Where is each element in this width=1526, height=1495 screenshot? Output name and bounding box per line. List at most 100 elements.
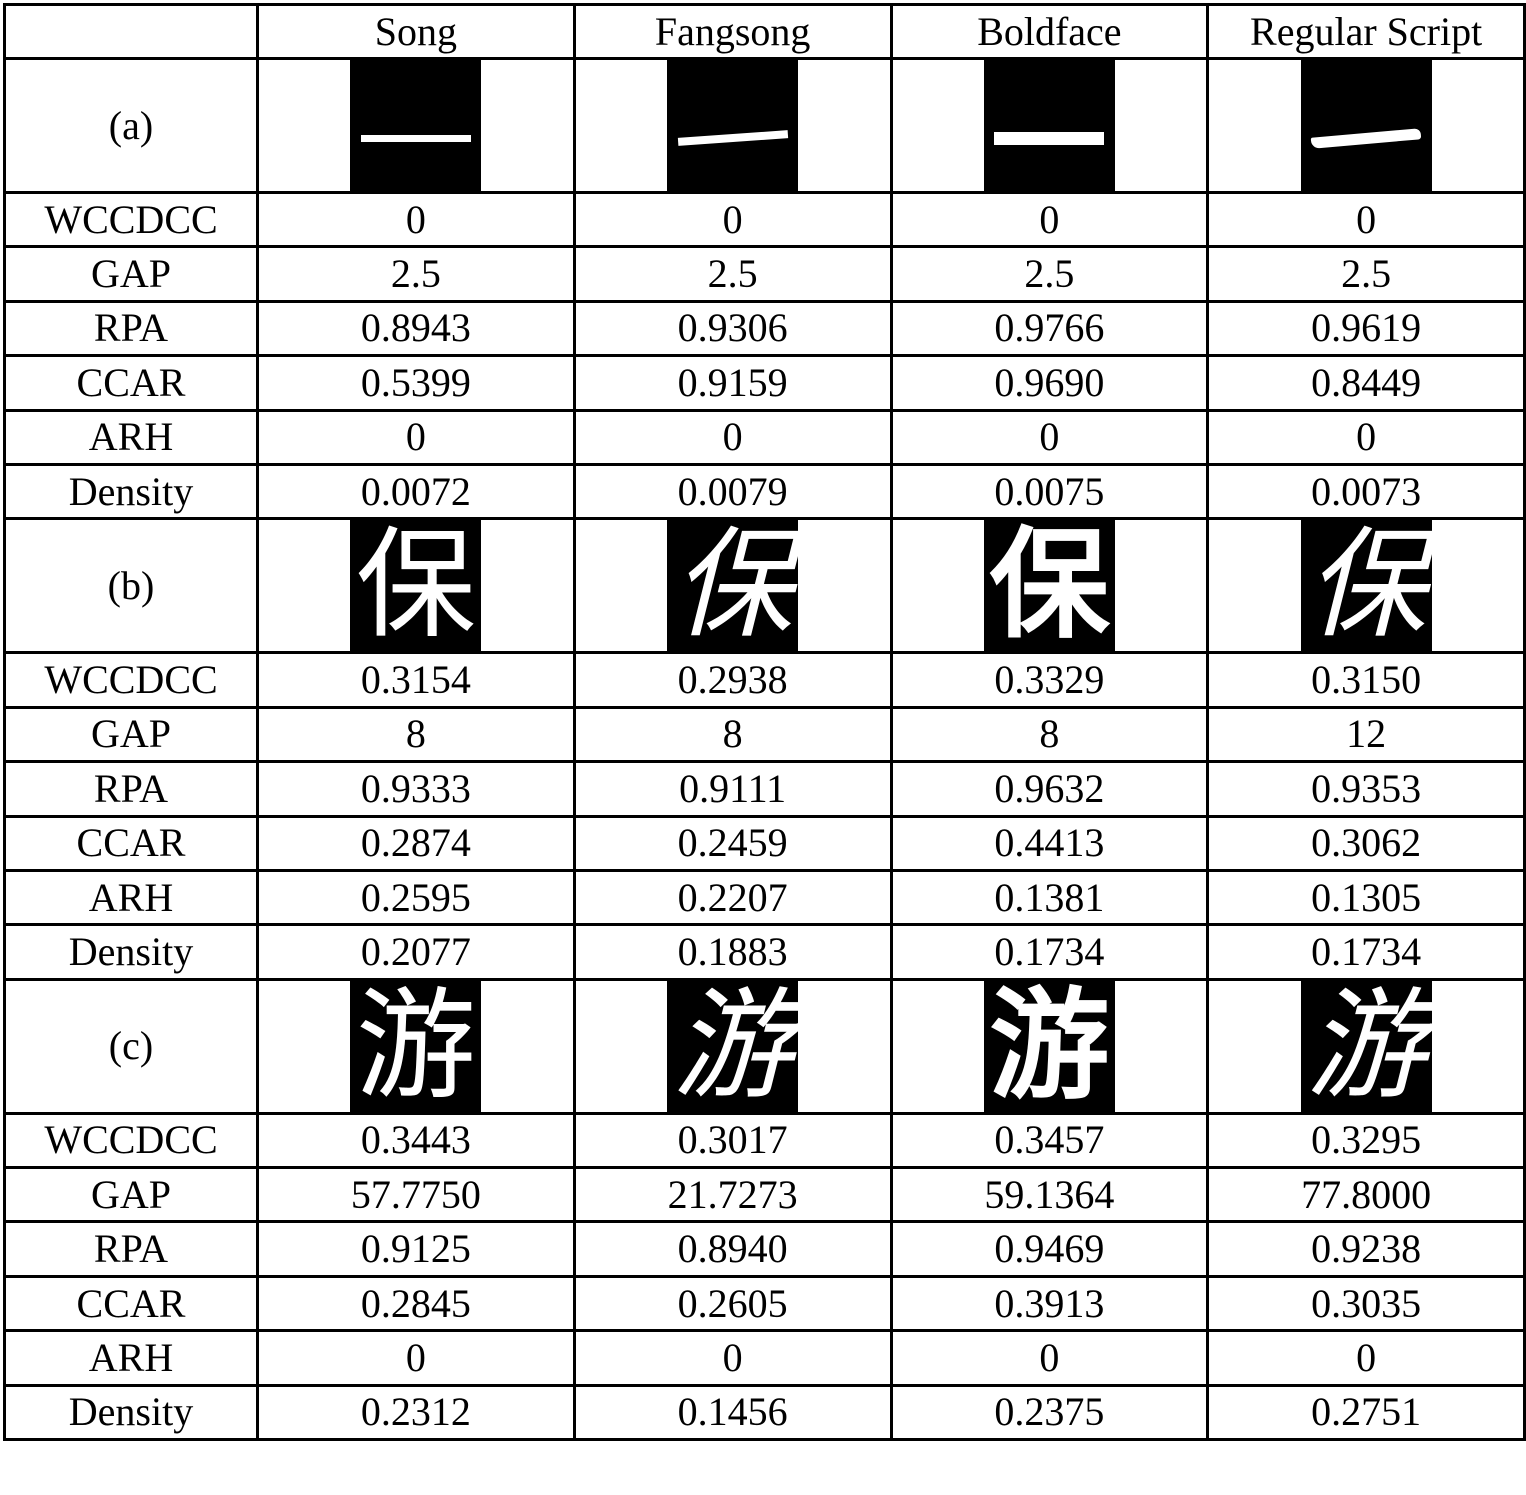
- value-cell: 0.1883: [572, 923, 893, 981]
- value-cell: 0.2375: [889, 1383, 1210, 1442]
- table-row: Density 0.2077 0.1883 0.1734 0.1734: [3, 923, 1526, 981]
- value-cell: 2.5: [256, 245, 576, 303]
- value-cell: 0.9353: [1206, 760, 1526, 818]
- value-cell: 0.3443: [256, 1111, 576, 1170]
- metric-label: RPA: [3, 1220, 259, 1278]
- value-cell: 0.3329: [889, 651, 1210, 709]
- metric-label: CCAR: [3, 1274, 259, 1333]
- value-cell: 0.8449: [1206, 354, 1526, 412]
- value-cell: 0.9333: [256, 760, 576, 818]
- metric-label: GAP: [3, 1166, 259, 1224]
- value-cell: 0.9619: [1206, 299, 1526, 358]
- metric-label: CCAR: [3, 354, 259, 412]
- value-cell: 0.2938: [572, 651, 893, 709]
- table-row: ARH 0.2595 0.2207 0.1381 0.1305: [3, 868, 1526, 927]
- value-cell: 2.5: [889, 245, 1210, 303]
- metric-label: RPA: [3, 760, 259, 818]
- glyph-image-fangsong: 游: [572, 977, 893, 1115]
- metric-label: ARH: [3, 408, 259, 466]
- value-cell: 0: [572, 1329, 893, 1387]
- value-cell: 0.2207: [572, 868, 893, 927]
- value-cell: 2.5: [1206, 245, 1526, 303]
- value-cell: 0.3150: [1206, 651, 1526, 709]
- horizontal-stroke-image: [677, 130, 788, 147]
- group-label: (a): [3, 57, 259, 194]
- value-cell: 0.9469: [889, 1220, 1210, 1278]
- metric-label: Density: [3, 1383, 259, 1442]
- value-cell: 0: [1206, 1329, 1526, 1387]
- value-cell: 0.1305: [1206, 868, 1526, 927]
- value-cell: 0.3913: [889, 1274, 1210, 1333]
- value-cell: 59.1364: [889, 1166, 1210, 1224]
- value-cell: 0.1381: [889, 868, 1210, 927]
- glyph-bao-fangsong-image: 保: [667, 521, 799, 650]
- value-cell: 0.3035: [1206, 1274, 1526, 1333]
- value-cell: 0.2595: [256, 868, 576, 927]
- value-cell: 12: [1206, 705, 1526, 764]
- glyph-yi-regular-image: [1300, 61, 1432, 190]
- table-row: Density 0.0072 0.0079 0.0075 0.0073: [3, 462, 1526, 521]
- value-cell: 0.0072: [256, 462, 576, 521]
- glyph-you-regular-image: 游: [1300, 982, 1432, 1111]
- value-cell: 0: [256, 190, 576, 249]
- metric-label: Density: [3, 462, 259, 521]
- glyph-you-boldface-image: 游: [983, 982, 1115, 1111]
- glyph-image-regular-script: 游: [1206, 977, 1526, 1115]
- value-cell: 0.0075: [889, 462, 1210, 521]
- glyph-image-boldface: [889, 57, 1210, 194]
- table-row: RPA 0.9125 0.8940 0.9469 0.9238: [3, 1220, 1526, 1278]
- value-cell: 2.5: [572, 245, 893, 303]
- glyph-you-song-image: 游: [350, 982, 482, 1111]
- table-row: WCCDCC 0.3443 0.3017 0.3457 0.3295: [3, 1111, 1526, 1170]
- value-cell: 0.8943: [256, 299, 576, 358]
- metric-label: Density: [3, 923, 259, 981]
- value-cell: 0: [1206, 408, 1526, 466]
- metric-label: ARH: [3, 1329, 259, 1387]
- value-cell: 0: [889, 408, 1210, 466]
- column-header-regular-script: Regular Script: [1206, 3, 1526, 60]
- value-cell: 0.9690: [889, 354, 1210, 412]
- metric-label: ARH: [3, 868, 259, 927]
- glyph-bao-song-image: 保: [350, 521, 482, 650]
- table-row: WCCDCC 0.3154 0.2938 0.3329 0.3150: [3, 651, 1526, 709]
- value-cell: 0.3457: [889, 1111, 1210, 1170]
- value-cell: 8: [256, 705, 576, 764]
- table-wrapper: Song Fangsong Boldface Regular Script (a…: [3, 3, 1526, 1442]
- glyph-image-song: 保: [256, 517, 576, 655]
- value-cell: 0: [572, 190, 893, 249]
- column-header-fangsong: Fangsong: [572, 3, 893, 60]
- glyph-image-song: [256, 57, 576, 194]
- metric-label: RPA: [3, 299, 259, 358]
- value-cell: 0.2751: [1206, 1383, 1526, 1442]
- value-cell: 0.1456: [572, 1383, 893, 1442]
- value-cell: 0: [889, 1329, 1210, 1387]
- horizontal-stroke-image: [360, 134, 471, 142]
- value-cell: 0.2874: [256, 814, 576, 872]
- glyph-row-b: (b) 保 保 保 保: [3, 517, 1526, 655]
- table-row: GAP 57.7750 21.7273 59.1364 77.8000: [3, 1166, 1526, 1224]
- value-cell: 0.3154: [256, 651, 576, 709]
- value-cell: 0.9111: [572, 760, 893, 818]
- value-cell: 0: [256, 408, 576, 466]
- font-features-table: Song Fangsong Boldface Regular Script (a…: [3, 3, 1526, 1442]
- value-cell: 0.4413: [889, 814, 1210, 872]
- metric-label: GAP: [3, 245, 259, 303]
- value-cell: 0.0079: [572, 462, 893, 521]
- glyph-image-regular-script: 保: [1206, 517, 1526, 655]
- table-row: GAP 8 8 8 12: [3, 705, 1526, 764]
- horizontal-stroke-image: [1310, 128, 1422, 149]
- value-cell: 0.9125: [256, 1220, 576, 1278]
- table-row: ARH 0 0 0 0: [3, 408, 1526, 466]
- glyph-yi-boldface-image: [983, 61, 1115, 190]
- corner-cell: [3, 3, 259, 60]
- value-cell: 0: [256, 1329, 576, 1387]
- glyph-image-fangsong: 保: [572, 517, 893, 655]
- value-cell: 0.2605: [572, 1274, 893, 1333]
- value-cell: 0.1734: [1206, 923, 1526, 981]
- glyph-row-a: (a): [3, 57, 1526, 194]
- group-label: (b): [3, 517, 259, 655]
- value-cell: 0.2845: [256, 1274, 576, 1333]
- value-cell: 0.9238: [1206, 1220, 1526, 1278]
- glyph-image-fangsong: [572, 57, 893, 194]
- group-label: (c): [3, 977, 259, 1115]
